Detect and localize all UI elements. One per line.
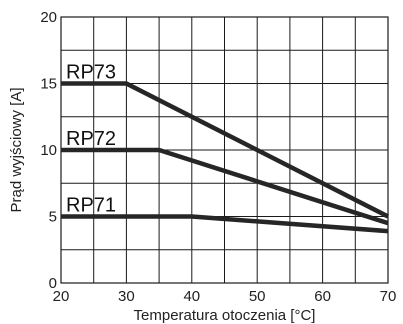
series-label-rp72: RP72 [66,128,116,150]
x-tick-label: 60 [314,288,331,305]
y-axis-label: Prąd wyjściowy [A] [8,87,25,212]
y-tick-label: 10 [40,142,57,159]
series-line-rp72 [61,147,389,226]
y-tick-label: 15 [40,76,57,93]
x-tick-label: 20 [53,288,70,305]
x-tick-label: 70 [380,288,397,305]
y-tick-label: 0 [49,275,57,292]
x-tick-label: 40 [183,288,200,305]
series-label-rp71: RP71 [66,195,116,217]
y-tick-label: 5 [49,209,57,226]
series-label-rp73: RP73 [66,62,116,84]
x-axis-label: Temperatura otoczenia [°C] [134,307,316,324]
x-tick-label: 30 [118,288,135,305]
series-line-rp73 [61,81,390,219]
series-line-rp71 [61,214,389,234]
x-tick-label: 50 [249,288,266,305]
y-tick-label: 20 [40,9,57,26]
tick-labels: 20 30 40 50 60 70 0 5 10 15 20 [40,9,396,305]
series-group: RP73 RP72 RP71 [61,62,390,234]
